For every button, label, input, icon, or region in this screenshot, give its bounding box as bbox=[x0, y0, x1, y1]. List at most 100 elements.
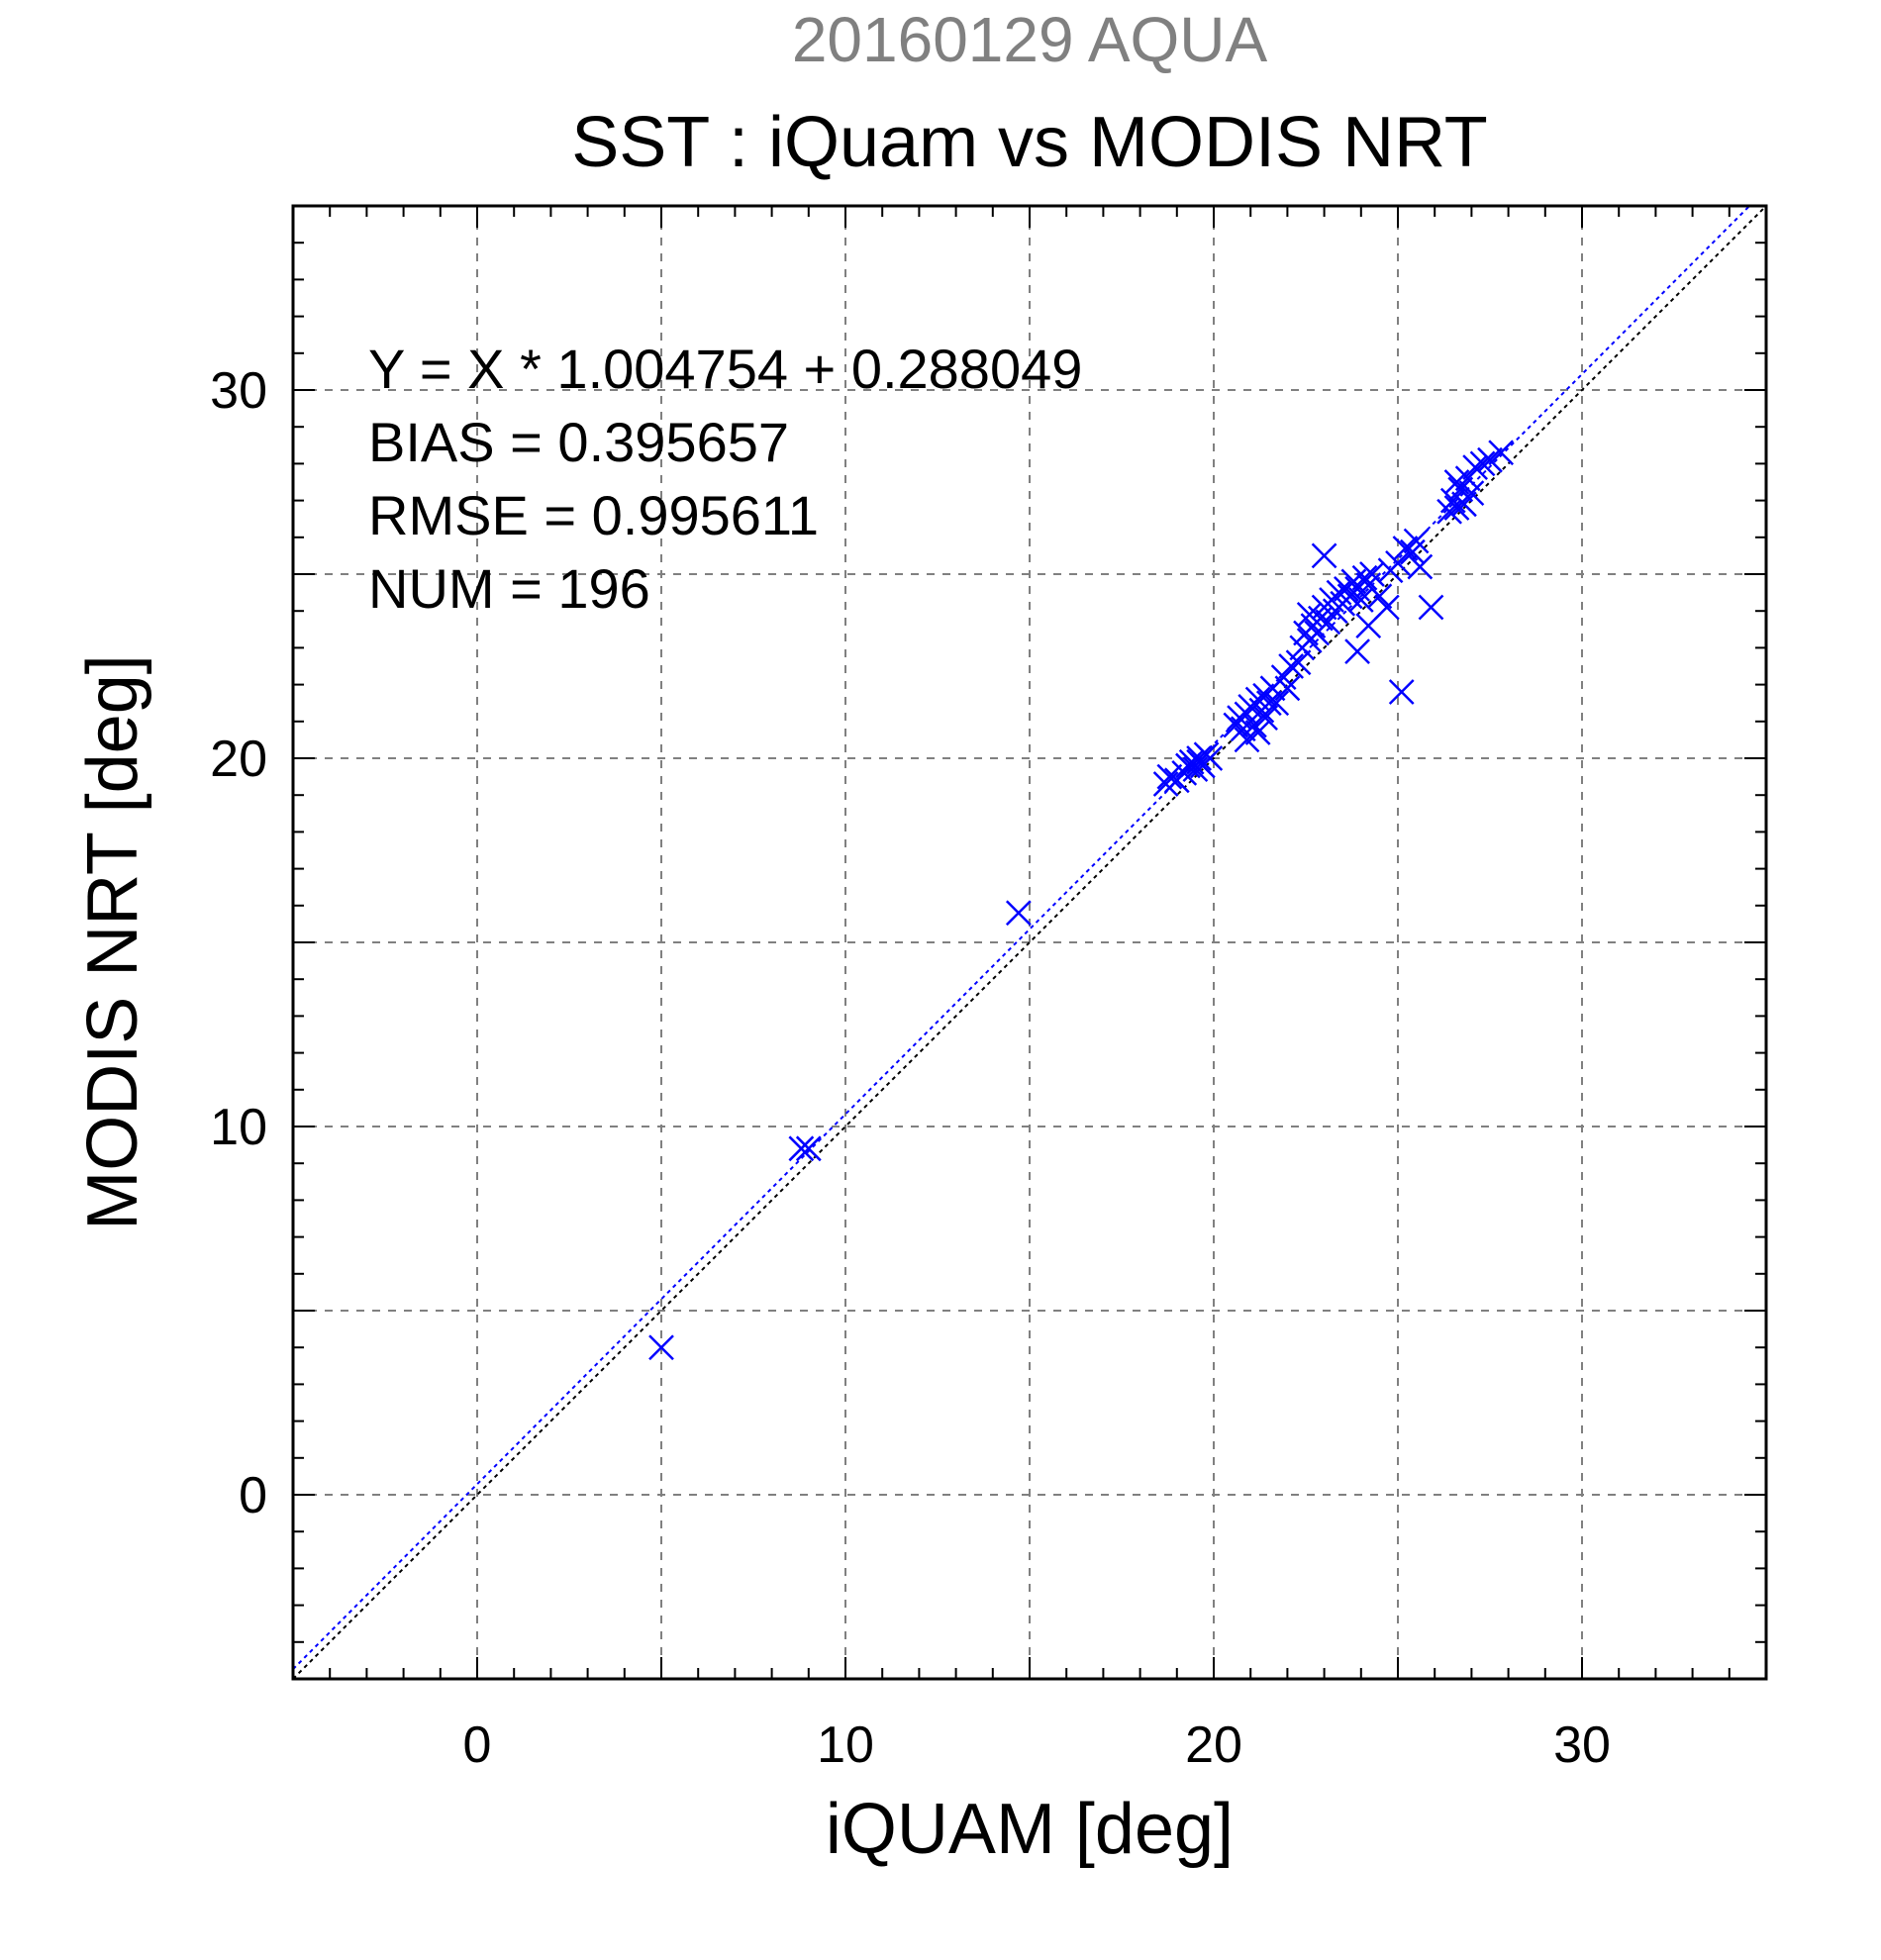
data-point bbox=[1274, 675, 1301, 702]
data-point bbox=[1407, 553, 1434, 580]
data-point-stroke bbox=[1418, 594, 1444, 621]
data-point bbox=[1462, 454, 1489, 481]
data-point-stroke bbox=[1403, 528, 1430, 554]
stats-annotation: Y = X * 1.004754 + 0.288049 BIAS = 0.3956… bbox=[368, 338, 1082, 620]
data-point-stroke bbox=[795, 1135, 822, 1162]
data-point-stroke bbox=[1462, 454, 1489, 481]
data-point bbox=[1458, 480, 1485, 507]
data-point-stroke bbox=[1274, 675, 1301, 702]
data-points bbox=[648, 440, 1515, 1361]
data-point-stroke bbox=[788, 1135, 815, 1162]
data-point bbox=[1244, 720, 1271, 745]
data-point-stroke bbox=[1359, 561, 1385, 587]
data-point bbox=[1186, 745, 1213, 771]
y-axis-label: MODIS NRT [deg] bbox=[73, 654, 152, 1230]
data-point bbox=[1186, 748, 1213, 775]
data-point bbox=[1285, 649, 1312, 676]
data-point-stroke bbox=[648, 1334, 674, 1361]
data-point-stroke bbox=[1244, 720, 1271, 745]
data-point bbox=[1234, 727, 1260, 753]
data-point bbox=[1451, 491, 1477, 518]
data-point-stroke bbox=[1373, 594, 1400, 621]
data-point-stroke bbox=[1347, 587, 1374, 613]
data-point bbox=[1252, 705, 1278, 731]
data-point-stroke bbox=[1296, 602, 1323, 628]
identity-line bbox=[292, 205, 1767, 1680]
data-point-stroke bbox=[1344, 638, 1370, 665]
data-point bbox=[648, 1334, 674, 1361]
data-point bbox=[1443, 469, 1470, 495]
plot-frame bbox=[291, 204, 1768, 1681]
data-point-stroke bbox=[1392, 536, 1419, 561]
x-tick-label: 20 bbox=[1185, 1716, 1242, 1774]
data-point-stroke bbox=[1241, 712, 1267, 738]
data-point-stroke bbox=[1407, 553, 1434, 580]
data-point bbox=[1311, 542, 1337, 569]
data-point bbox=[1263, 690, 1290, 717]
data-point-stroke bbox=[1285, 649, 1312, 676]
data-point bbox=[1366, 583, 1393, 610]
data-point-stroke bbox=[1234, 727, 1260, 753]
data-point-stroke bbox=[1451, 491, 1477, 518]
y-tick-label: 30 bbox=[210, 362, 267, 420]
data-point bbox=[1005, 900, 1032, 927]
data-point-stroke bbox=[1385, 549, 1411, 576]
data-point-stroke bbox=[1186, 745, 1213, 771]
data-point-stroke bbox=[1263, 690, 1290, 717]
data-point-stroke bbox=[1156, 763, 1183, 790]
stats-line: BIAS = 0.395657 bbox=[368, 411, 789, 473]
data-point-stroke bbox=[1326, 579, 1352, 606]
data-point bbox=[1255, 690, 1282, 717]
data-point bbox=[1477, 446, 1503, 473]
x-tick-label: 0 bbox=[463, 1716, 492, 1774]
x-tick-label: 30 bbox=[1553, 1716, 1611, 1774]
x-tick-labels: 0 10 20 30 bbox=[463, 1716, 1611, 1774]
data-point-stroke bbox=[1477, 446, 1503, 473]
data-point bbox=[1373, 594, 1400, 621]
data-point-stroke bbox=[1278, 653, 1305, 679]
y-tick-label: 10 bbox=[210, 1099, 267, 1156]
data-point bbox=[1278, 653, 1305, 679]
data-point bbox=[1488, 440, 1515, 466]
data-point-stroke bbox=[1178, 748, 1205, 775]
data-point bbox=[1418, 594, 1444, 621]
data-point bbox=[1392, 536, 1419, 561]
data-point-stroke bbox=[1443, 469, 1470, 495]
data-point-stroke bbox=[1488, 440, 1515, 466]
data-point bbox=[788, 1135, 815, 1162]
data-point bbox=[1344, 638, 1370, 665]
y-tick-label: 0 bbox=[239, 1467, 267, 1524]
data-point bbox=[1388, 679, 1415, 705]
data-point-stroke bbox=[1311, 542, 1337, 569]
data-point bbox=[1296, 602, 1323, 628]
data-point-stroke bbox=[1447, 476, 1474, 503]
x-tick-label: 10 bbox=[817, 1716, 874, 1774]
data-point bbox=[1156, 763, 1183, 790]
data-point bbox=[1351, 564, 1378, 591]
data-point-stroke bbox=[1439, 487, 1466, 514]
data-point bbox=[795, 1135, 822, 1162]
chart-title: SST : iQuam vs MODIS NRT bbox=[571, 103, 1488, 182]
reference-lines bbox=[292, 205, 1767, 1680]
stats-line: Y = X * 1.004754 + 0.288049 bbox=[368, 338, 1082, 400]
grid bbox=[293, 206, 1766, 1679]
data-point-stroke bbox=[1005, 900, 1032, 927]
stats-line: RMSE = 0.995611 bbox=[368, 484, 819, 546]
data-point-stroke bbox=[1469, 450, 1496, 477]
data-point-stroke bbox=[1458, 480, 1485, 507]
data-point-stroke bbox=[1252, 705, 1278, 731]
data-point bbox=[1403, 528, 1430, 554]
data-point-stroke bbox=[1388, 679, 1415, 705]
data-point bbox=[1385, 549, 1411, 576]
data-point bbox=[1178, 748, 1205, 775]
data-point-stroke bbox=[1186, 748, 1213, 775]
y-tick-label: 20 bbox=[210, 731, 267, 788]
data-point bbox=[1241, 712, 1267, 738]
data-point bbox=[1315, 609, 1341, 636]
data-point-stroke bbox=[1366, 583, 1393, 610]
x-axis-label: iQUAM [deg] bbox=[826, 1790, 1234, 1869]
data-point-stroke bbox=[1351, 564, 1378, 591]
stats-line: NUM = 196 bbox=[368, 557, 650, 620]
data-point-stroke bbox=[1315, 609, 1341, 636]
